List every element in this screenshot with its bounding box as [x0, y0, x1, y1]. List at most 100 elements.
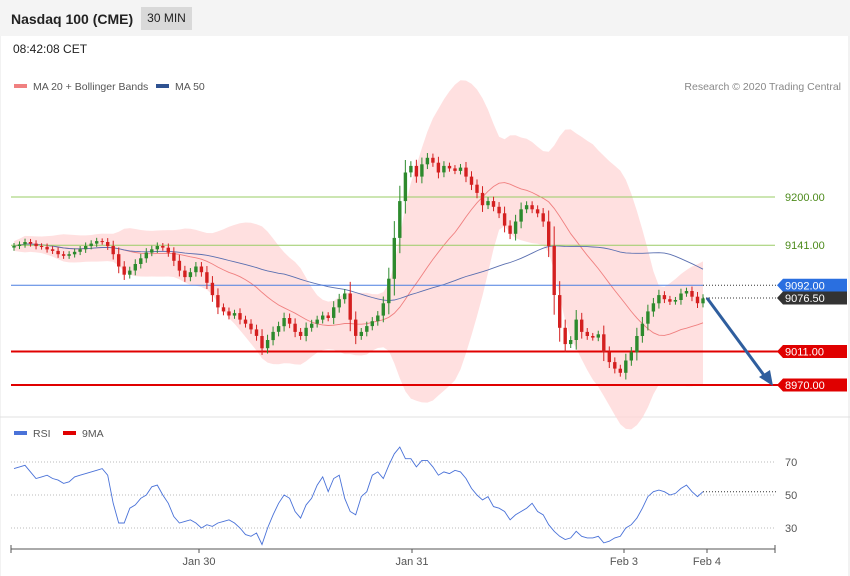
candle-body	[111, 246, 115, 255]
candle-body	[122, 266, 126, 275]
candle-body	[414, 165, 419, 177]
candle-body	[376, 315, 380, 322]
candle-body	[359, 331, 363, 336]
candle-body	[519, 209, 523, 222]
candle-body	[72, 251, 77, 255]
candle-body	[238, 313, 242, 320]
x-tick-label: Jan 31	[395, 556, 428, 568]
candle-body	[133, 264, 137, 271]
candle-body	[95, 241, 99, 244]
candle-body	[34, 243, 38, 247]
candle-body	[354, 319, 358, 336]
chart-header: Nasdaq 100 (CME) 30 MIN	[0, 0, 850, 36]
candle-body	[260, 336, 264, 349]
candle-body	[508, 225, 512, 234]
candle-body	[61, 254, 66, 256]
candle-body	[298, 331, 303, 336]
level-label-bg	[777, 344, 847, 358]
candle-body	[574, 319, 578, 340]
candle-body	[282, 318, 286, 327]
candle-body	[535, 209, 540, 214]
candle-body	[442, 165, 446, 173]
candle-body	[629, 352, 633, 361]
candle-body	[166, 247, 170, 253]
candle-body	[12, 246, 16, 248]
candle-body	[332, 307, 336, 318]
candle-body	[381, 303, 385, 316]
candle-body	[547, 221, 551, 246]
candle-body	[194, 266, 198, 273]
level-label-9011.00: 9011.00	[785, 346, 824, 358]
ma20-legend-swatch	[14, 84, 27, 88]
level-label-9200.00: 9200.00	[785, 192, 825, 204]
candle-body	[199, 266, 204, 273]
candle-body	[310, 323, 314, 328]
candle-body	[265, 340, 270, 349]
candle-body	[591, 336, 595, 338]
candle-body	[431, 157, 435, 163]
candle-body	[618, 368, 622, 373]
candle-body	[337, 299, 341, 308]
candle-body	[403, 172, 408, 202]
candle-body	[475, 184, 479, 193]
candle-body	[365, 326, 369, 332]
candle-body	[326, 315, 330, 318]
candle-body	[100, 241, 104, 243]
candle-body	[387, 278, 391, 304]
ma50-legend-label: MA 50	[175, 81, 205, 93]
candle-body	[50, 249, 55, 251]
timeframe-badge[interactable]: 30 MIN	[141, 7, 192, 30]
candle-body	[425, 157, 430, 165]
candle-body	[56, 250, 60, 255]
rsi-tick-label: 70	[785, 457, 797, 469]
candle-body	[106, 242, 110, 247]
candle-body	[607, 352, 611, 363]
candle-body	[370, 321, 374, 327]
candle-body	[668, 299, 672, 302]
candle-body	[67, 254, 71, 256]
candle-body	[497, 206, 501, 214]
level-label-8970.00: 8970.00	[785, 380, 825, 392]
candle-body	[348, 293, 352, 320]
candle-body	[321, 315, 325, 320]
candle-body	[23, 242, 27, 245]
research-credit: Research © 2020 Trading Central	[684, 81, 841, 93]
candle-body	[486, 201, 490, 206]
candle-body	[155, 246, 159, 250]
candle-body	[39, 246, 44, 247]
x-tick-label: Jan 30	[182, 556, 215, 568]
candle-body	[453, 168, 457, 171]
candle-body	[679, 293, 683, 300]
bollinger-band	[14, 80, 703, 430]
candle-body	[392, 237, 396, 279]
x-tick-label: Feb 4	[693, 556, 721, 568]
candle-body	[243, 319, 248, 324]
candle-body	[210, 282, 215, 296]
candle-body	[398, 201, 402, 238]
candle-body	[271, 331, 275, 341]
candle-body	[287, 318, 292, 324]
level-label-bg	[777, 278, 847, 292]
candle-body	[293, 323, 297, 332]
candle-body	[304, 327, 308, 336]
rsi-legend-label: RSI	[33, 428, 51, 440]
candle-body	[89, 243, 93, 247]
candle-body	[701, 298, 705, 304]
candle-body	[640, 323, 645, 336]
candle-body	[183, 270, 187, 278]
candle-body	[249, 323, 253, 330]
candle-body	[464, 167, 468, 177]
candle-body	[569, 340, 573, 345]
level-label-bg	[777, 378, 847, 392]
candle-body	[524, 205, 529, 210]
candle-body	[144, 252, 148, 259]
rsi-tick-label: 30	[785, 523, 797, 535]
candle-body	[254, 329, 259, 336]
candle-body	[502, 213, 507, 226]
level-label-9092.00: 9092.00	[785, 280, 825, 292]
candle-body	[458, 167, 463, 171]
forecast-arrow	[705, 297, 768, 379]
candle-body	[447, 165, 452, 169]
candle-body	[558, 295, 562, 328]
rsi-line	[13, 446, 704, 546]
